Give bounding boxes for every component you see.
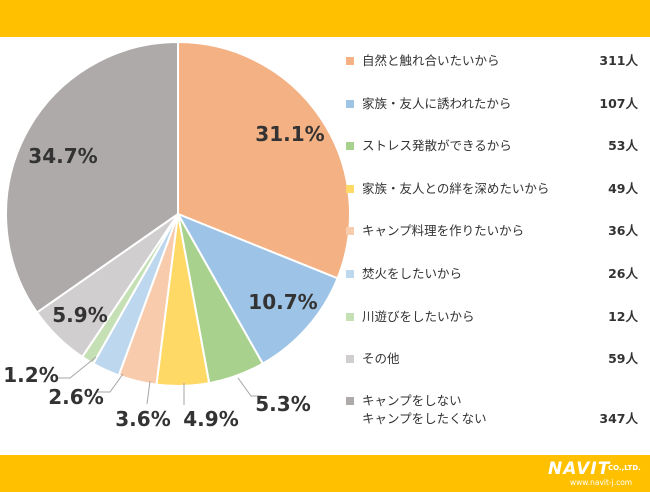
- legend-swatch: [346, 397, 354, 405]
- legend-label: ストレス発散ができるから: [362, 138, 512, 153]
- legend-swatch: [346, 270, 354, 278]
- legend-label: その他: [362, 351, 400, 366]
- legend-label: キャンプをしない: [362, 393, 462, 408]
- legend-swatch: [346, 185, 354, 193]
- top-banner: [0, 0, 650, 37]
- legend-count: 107人: [599, 96, 638, 111]
- legend-item: キャンプをしない キャンプをしたくない 347人: [346, 392, 638, 432]
- legend-item: 川遊びをしたいから 12人: [346, 308, 638, 328]
- logo-name: NAVIT: [548, 459, 611, 479]
- data-label: 5.9%: [52, 303, 107, 327]
- legend-count: 347人: [599, 411, 638, 426]
- pie-slice: [175, 212, 339, 366]
- legend-count: 12人: [608, 309, 638, 324]
- legend-count: 59人: [608, 351, 638, 366]
- logo-suffix: CO.,LTD.: [608, 464, 641, 472]
- leader-line: [237, 377, 262, 397]
- legend-item: ストレス発散ができるから 53人: [346, 137, 638, 157]
- data-label: 10.7%: [248, 290, 317, 314]
- data-label: 31.1%: [255, 122, 324, 146]
- leader-line: [56, 356, 97, 379]
- legend-label-line2: キャンプをしたくない: [362, 411, 487, 426]
- legend-item: その他 59人: [346, 350, 638, 370]
- data-label: 4.9%: [183, 407, 238, 431]
- legend-count: 53人: [608, 138, 638, 153]
- legend-label: 川遊びをしたいから: [362, 309, 475, 324]
- legend-count: 36人: [608, 223, 638, 238]
- legend-label: キャンプ料理を作りたいから: [362, 223, 525, 238]
- legend-swatch: [346, 227, 354, 235]
- legend-item: 自然と触れ合いたいから 311人: [346, 52, 638, 72]
- legend-swatch: [346, 142, 354, 150]
- legend-swatch: [346, 57, 354, 65]
- legend-label: 焚火をしたいから: [362, 266, 463, 281]
- data-label: 2.6%: [48, 385, 103, 409]
- legend-swatch: [346, 100, 354, 108]
- legend-label: 家族・友人との絆を深めたいから: [362, 181, 550, 196]
- legend-swatch: [346, 313, 354, 321]
- pie-slice: [5, 40, 179, 314]
- company-logo: NAVIT CO.,LTD. www.navit-j.com: [548, 459, 648, 489]
- legend-item: 家族・友人との絆を深めたいから 49人: [346, 180, 638, 200]
- data-label: 5.3%: [255, 392, 310, 416]
- data-label: 3.6%: [115, 407, 170, 431]
- legend-count: 49人: [608, 181, 638, 196]
- legend-count: 26人: [608, 266, 638, 281]
- legend-label: 自然と触れ合いたいから: [362, 53, 500, 68]
- data-label: 34.7%: [28, 144, 97, 168]
- bottom-banner: [0, 455, 650, 492]
- legend-count: 311人: [599, 53, 638, 68]
- leader-line: [146, 380, 151, 405]
- legend-item: 家族・友人に誘われたから 107人: [346, 95, 638, 115]
- logo-url: www.navit-j.com: [570, 478, 633, 487]
- data-label: 1.2%: [3, 363, 58, 387]
- legend-swatch: [346, 355, 354, 363]
- pie-slice: [177, 40, 351, 280]
- leader-line: [96, 373, 124, 393]
- legend-label: 家族・友人に誘われたから: [362, 96, 512, 111]
- legend-item: 焚火をしたいから 26人: [346, 265, 638, 285]
- legend-item: キャンプ料理を作りたいから 36人: [346, 222, 638, 242]
